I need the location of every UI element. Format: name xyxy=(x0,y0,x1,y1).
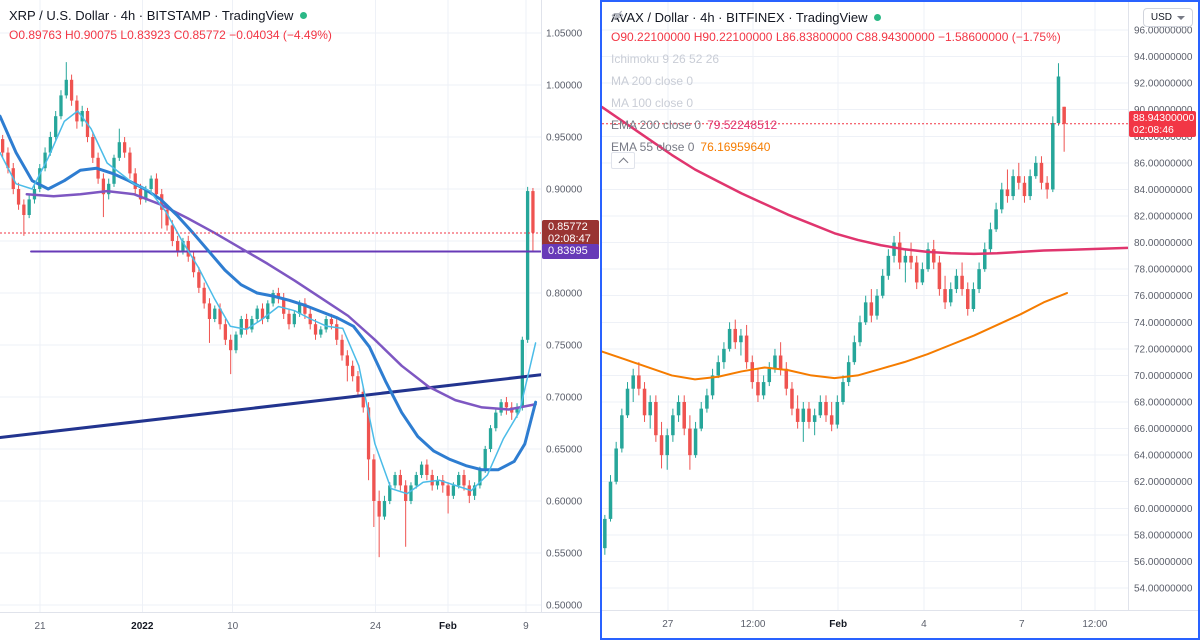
indicator-label: MA 200 close 0 xyxy=(611,74,694,88)
svg-text:27: 27 xyxy=(662,619,674,630)
currency-selector-button[interactable]: USD xyxy=(1142,8,1193,27)
xrp-chart-panel[interactable]: 1.050001.000000.950000.900000.850000.800… xyxy=(0,0,600,640)
svg-text:56.00000000: 56.00000000 xyxy=(1134,557,1193,568)
indicator-label: EMA 200 close 0 xyxy=(611,118,702,132)
svg-text:90.00000000: 90.00000000 xyxy=(1134,105,1193,116)
svg-text:24: 24 xyxy=(370,621,382,632)
indicator-label: MA 100 close 0 xyxy=(611,96,694,110)
svg-text:0.90000: 0.90000 xyxy=(546,185,583,196)
svg-text:70.00000000: 70.00000000 xyxy=(1134,371,1193,382)
xrp-level-price: 0.83995 xyxy=(548,244,588,257)
avax-legend: AVAX / Dollar · 4h · BITFINEX · TradingV… xyxy=(611,9,1061,155)
xrp-last-price-badge: 0.85772 02:08:47 xyxy=(542,219,599,246)
market-status-dot xyxy=(300,11,308,19)
svg-text:84.00000000: 84.00000000 xyxy=(1134,185,1193,196)
avax-chart-panel[interactable]: 96.00000000 94.00000000 92.00000000 90.0000… xyxy=(600,0,1200,640)
xrp-bar-countdown: 02:08:47 xyxy=(548,232,591,245)
svg-text:86.00000000: 86.00000000 xyxy=(1134,158,1193,169)
svg-text:10: 10 xyxy=(227,621,239,632)
xrp-drawing-level-badge: 0.83995 xyxy=(542,243,599,259)
svg-text:82.00000000: 82.00000000 xyxy=(1134,212,1193,223)
currency-label: USD xyxy=(1150,12,1172,23)
svg-text:62.00000000: 62.00000000 xyxy=(1134,477,1193,488)
svg-text:4: 4 xyxy=(921,619,927,630)
svg-text:74.00000000: 74.00000000 xyxy=(1134,318,1193,329)
svg-text:0.60000: 0.60000 xyxy=(546,497,583,508)
svg-text:Feb: Feb xyxy=(829,619,847,630)
svg-text:88.00000000: 88.00000000 xyxy=(1134,132,1193,143)
chevron-up-icon xyxy=(618,157,628,167)
xrp-legend: XRP / U.S. Dollar · 4h · BITSTAMP · Trad… xyxy=(9,7,332,43)
avax-price-axis[interactable] xyxy=(1129,2,1198,610)
xrp-last-price: 0.85772 xyxy=(548,220,588,233)
indicator-value: 79.52248512 xyxy=(707,118,778,132)
xrp-chart-canvas[interactable]: 1.050001.000000.950000.900000.850000.800… xyxy=(0,0,600,640)
svg-text:0.75000: 0.75000 xyxy=(546,341,583,352)
svg-text:Feb: Feb xyxy=(439,621,457,632)
svg-text:80.00000000: 80.00000000 xyxy=(1134,238,1193,249)
svg-text:0.55000: 0.55000 xyxy=(546,549,583,560)
svg-text:1.05000: 1.05000 xyxy=(546,29,583,40)
svg-text:0.95000: 0.95000 xyxy=(546,133,583,144)
indicator-row-ichimoku[interactable]: Ichimoku 9 26 52 26 xyxy=(611,10,1061,66)
svg-text:66.00000000: 66.00000000 xyxy=(1134,424,1193,435)
avax-last-price-badge: 88.94300000 02:08:46 xyxy=(1129,110,1196,137)
svg-text:12:00: 12:00 xyxy=(740,619,765,630)
svg-text:78.00000000: 78.00000000 xyxy=(1134,265,1193,276)
xrp-ohlc-values: O0.89763 H0.90075 L0.83923 C0.85772 −0.0… xyxy=(9,28,332,42)
svg-text:64.00000000: 64.00000000 xyxy=(1134,451,1193,462)
svg-text:54.00000000: 54.00000000 xyxy=(1134,584,1193,595)
svg-text:96.00000000: 96.00000000 xyxy=(1134,26,1193,37)
svg-text:60.00000000: 60.00000000 xyxy=(1134,504,1193,515)
svg-text:92.00000000: 92.00000000 xyxy=(1134,79,1193,90)
svg-text:1.00000: 1.00000 xyxy=(546,81,583,92)
indicator-label: Ichimoku 9 26 52 26 xyxy=(611,52,720,66)
indicator-row-ma100[interactable]: MA 100 close 0 xyxy=(611,10,1061,110)
svg-text:94.00000000: 94.00000000 xyxy=(1134,52,1193,63)
indicator-row-ema55[interactable]: EMA 55 close 0 76.16959640 xyxy=(611,140,1061,154)
avax-symbol-title[interactable]: AVAX / Dollar · 4h · BITFINEX · TradingV… xyxy=(611,9,868,25)
svg-text:9: 9 xyxy=(523,621,529,632)
svg-text:76.00000000: 76.00000000 xyxy=(1134,291,1193,302)
indicator-value: 76.16959640 xyxy=(700,140,771,154)
xrp-time-axis[interactable] xyxy=(0,613,600,640)
svg-text:0.70000: 0.70000 xyxy=(546,393,583,404)
xrp-symbol-title[interactable]: XRP / U.S. Dollar · 4h · BITSTAMP · Trad… xyxy=(9,7,294,23)
avax-ohlc-values: O90.22100000 H90.22100000 L86.83800000 C… xyxy=(611,30,1061,44)
market-status-dot xyxy=(874,13,882,21)
indicator-row-ma200[interactable]: MA 200 close 0 xyxy=(611,10,1061,88)
chevron-down-icon xyxy=(1177,15,1185,20)
svg-text:0.80000: 0.80000 xyxy=(546,289,583,300)
svg-text:2022: 2022 xyxy=(131,621,154,632)
indicator-label: EMA 55 close 0 xyxy=(611,140,695,154)
svg-text:58.00000000: 58.00000000 xyxy=(1134,530,1193,541)
svg-text:72.00000000: 72.00000000 xyxy=(1134,344,1193,355)
svg-text:68.00000000: 68.00000000 xyxy=(1134,398,1193,409)
avax-chart-canvas[interactable]: 96.00000000 94.00000000 92.00000000 90.0000… xyxy=(602,2,1198,638)
avax-last-price: 88.94300000 xyxy=(1133,111,1195,124)
svg-text:12:00: 12:00 xyxy=(1082,619,1107,630)
svg-text:0.50000: 0.50000 xyxy=(546,601,583,612)
svg-text:21: 21 xyxy=(34,621,46,632)
svg-text:7: 7 xyxy=(1019,619,1025,630)
indicator-row-ema200[interactable]: EMA 200 close 0 79.52248512 xyxy=(611,118,1061,132)
avax-time-axis[interactable] xyxy=(602,611,1198,638)
xrp-price-axis[interactable] xyxy=(542,0,600,612)
svg-text:0.65000: 0.65000 xyxy=(546,445,583,456)
collapse-legend-button[interactable] xyxy=(611,152,635,169)
avax-bar-countdown: 02:08:46 xyxy=(1133,123,1174,136)
